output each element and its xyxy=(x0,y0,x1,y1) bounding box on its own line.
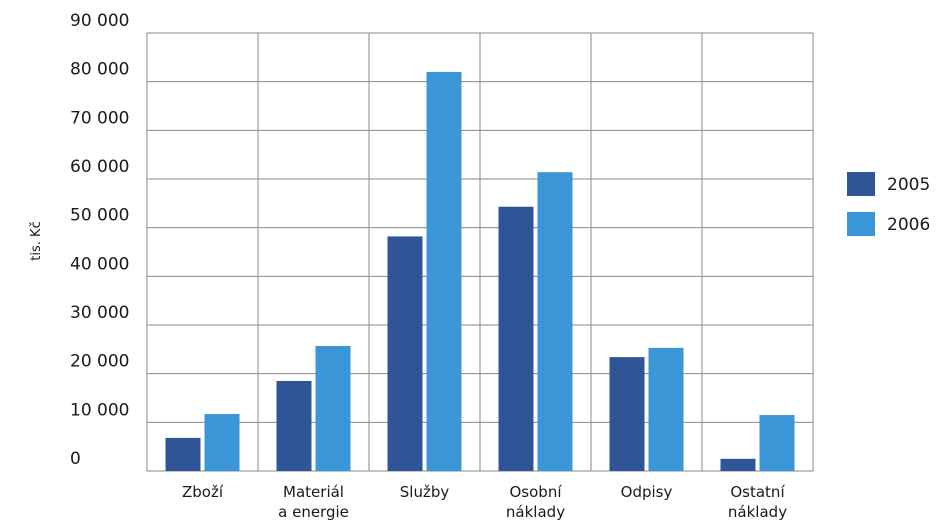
bar-2006-0 xyxy=(204,414,240,471)
bar-2005-0 xyxy=(165,437,201,471)
y-tick-label-5: 50 000 xyxy=(70,206,129,226)
legend-label-2005: 2005 xyxy=(887,175,930,195)
x-tick-label-1: Materiál xyxy=(283,483,344,501)
bars xyxy=(165,71,795,472)
legend: 2005 2006 xyxy=(847,172,930,236)
y-axis-label: tis. Kč xyxy=(29,221,44,260)
y-tick-label-1: 10 000 xyxy=(70,400,129,420)
x-tick-label-4: Odpisy xyxy=(621,483,673,501)
x-tick-label-3: Osobní xyxy=(510,483,563,501)
y-tick-label-8: 80 000 xyxy=(70,60,129,80)
y-tick-label-6: 60 000 xyxy=(70,157,129,177)
bar-2005-2 xyxy=(387,236,423,471)
legend-label-2006: 2006 xyxy=(887,215,930,235)
x-tick-label-2: Služby xyxy=(400,483,450,501)
y-tick-label-9: 90 000 xyxy=(70,11,129,31)
x-tick-label-1-line-1: a energie xyxy=(278,503,349,521)
bar-2006-2 xyxy=(426,71,462,471)
y-tick-labels: 0 10 000 20 000 30 000 40 000 50 000 60 000 70 … xyxy=(70,11,129,469)
legend-swatch-2006 xyxy=(847,212,875,236)
x-tick-label-0: Zboží xyxy=(182,483,224,501)
y-tick-label-2: 20 000 xyxy=(70,352,129,372)
x-tick-label-3-line-1: náklady xyxy=(506,503,565,521)
x-tick-label-5-line-1: náklady xyxy=(728,503,787,521)
bar-2005-4 xyxy=(609,357,645,471)
bar-2005-3 xyxy=(498,206,534,472)
y-tick-label-0: 0 xyxy=(70,449,81,469)
bar-2006-4 xyxy=(648,347,684,471)
y-tick-label-3: 30 000 xyxy=(70,303,129,323)
y-tick-label-4: 40 000 xyxy=(70,254,129,274)
bar-2006-5 xyxy=(759,415,795,471)
bar-2006-1 xyxy=(315,345,351,471)
legend-swatch-2005 xyxy=(847,172,875,196)
y-tick-label-7: 70 000 xyxy=(70,108,129,128)
x-tick-label-5: Ostatní xyxy=(730,483,785,501)
x-tick-labels: Zboží Materiál a energie Služby Osobní náklad… xyxy=(182,483,787,521)
bar-2006-3 xyxy=(537,172,573,472)
bar-2005-5 xyxy=(720,458,756,471)
grid-lines xyxy=(146,32,814,472)
bar-2005-1 xyxy=(276,380,312,471)
